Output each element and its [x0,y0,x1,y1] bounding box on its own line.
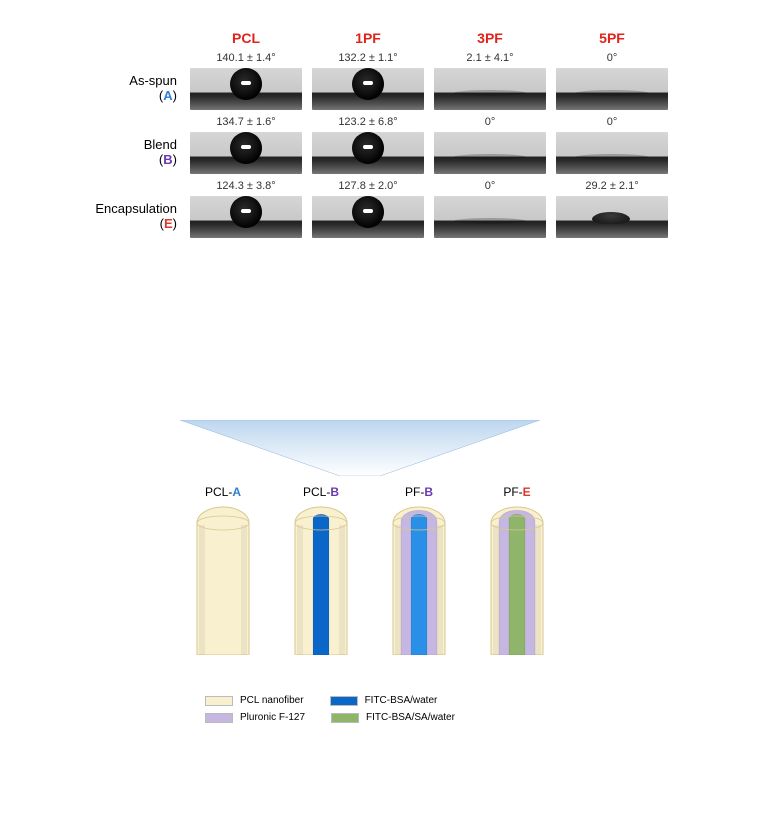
contact-angle-value: 140.1 ± 1.4° [216,52,275,66]
grid-row: Encapsulation(E) 124.3 ± 3.8° 127.8 ± 2.0°… [90,174,690,238]
funnel-connector [180,420,540,476]
cell: 0° [429,110,551,174]
grid-row: Blend(B) 134.7 ± 1.6° 123.2 ± 6.8° 0° 0° [90,110,690,174]
contact-angle-value: 127.8 ± 2.0° [338,180,397,194]
contact-angle-value: 0° [607,52,618,66]
legend-swatch [205,696,233,706]
fiber [486,505,548,655]
droplet-thumbnail [312,132,424,174]
droplet-thumbnail [556,68,668,110]
legend-label: FITC-BSA/water [365,695,438,706]
contact-angle-value: 29.2 ± 2.1° [585,180,638,194]
row-label: Blend(B) [90,117,185,167]
droplet-thumbnail [190,68,302,110]
legend-swatch [205,713,233,723]
legend-row: Pluronic F-127 FITC-BSA/SA/water [205,712,565,723]
droplet-thumbnail [556,132,668,174]
fiber-icon [388,505,450,655]
contact-angle-value: 123.2 ± 6.8° [338,116,397,130]
column-headers: PCL1PF3PF5PF [185,30,690,46]
column-header: 1PF [307,30,429,46]
droplet-thumbnail [434,132,546,174]
legend-label: PCL nanofiber [240,695,304,706]
cell: 140.1 ± 1.4° [185,46,307,110]
contact-angle-grid: PCL1PF3PF5PF As-spun(A) 140.1 ± 1.4° 132.2… [90,30,690,238]
contact-angle-value: 132.2 ± 1.1° [338,52,397,66]
contact-angle-value: 0° [485,180,496,194]
contact-angle-value: 134.7 ± 1.6° [216,116,275,130]
droplet-thumbnail [190,196,302,238]
column-header: PCL [185,30,307,46]
cell: 124.3 ± 3.8° [185,174,307,238]
droplet-thumbnail [434,68,546,110]
column-header: 5PF [551,30,673,46]
diagram-header: PF-B [388,485,450,499]
legend-item: PCL nanofiber [205,695,304,706]
legend: PCL nanofiber FITC-BSA/water Pluronic F-12… [205,695,565,729]
cell: 2.1 ± 4.1° [429,46,551,110]
row-label: Encapsulation(E) [90,181,185,231]
diagram-header: PCL-B [290,485,352,499]
legend-row: PCL nanofiber FITC-BSA/water [205,695,565,706]
contact-angle-value: 2.1 ± 4.1° [466,52,513,66]
cell: 29.2 ± 2.1° [551,174,673,238]
column-header: 3PF [429,30,551,46]
cell: 0° [429,174,551,238]
diagram-header: PF-E [486,485,548,499]
droplet-thumbnail [190,132,302,174]
legend-swatch [331,713,359,723]
droplet-thumbnail [312,196,424,238]
legend-swatch [330,696,358,706]
cell: 123.2 ± 6.8° [307,110,429,174]
droplet-thumbnail [556,196,668,238]
cell: 0° [551,46,673,110]
legend-label: Pluronic F-127 [240,712,305,723]
fiber [192,505,254,655]
legend-item: FITC-BSA/water [330,695,438,706]
droplet-thumbnail [312,68,424,110]
contact-angle-value: 124.3 ± 3.8° [216,180,275,194]
legend-label: FITC-BSA/SA/water [366,712,455,723]
fiber [290,505,352,655]
cell: 134.7 ± 1.6° [185,110,307,174]
contact-angle-value: 0° [607,116,618,130]
row-label: As-spun(A) [90,53,185,103]
fiber [388,505,450,655]
cell: 0° [551,110,673,174]
diagram-header: PCL-A [192,485,254,499]
fiber-icon [486,505,548,655]
legend-item: Pluronic F-127 [205,712,305,723]
cell: 127.8 ± 2.0° [307,174,429,238]
fiber-diagram: PCL-A PCL-B PF-B PF-E [160,485,580,655]
cell: 132.2 ± 1.1° [307,46,429,110]
contact-angle-value: 0° [485,116,496,130]
legend-item: FITC-BSA/SA/water [331,712,455,723]
droplet-thumbnail [434,196,546,238]
fiber-icon [290,505,352,655]
grid-row: As-spun(A) 140.1 ± 1.4° 132.2 ± 1.1° 2.1 ± … [90,46,690,110]
fiber-icon [192,505,254,655]
